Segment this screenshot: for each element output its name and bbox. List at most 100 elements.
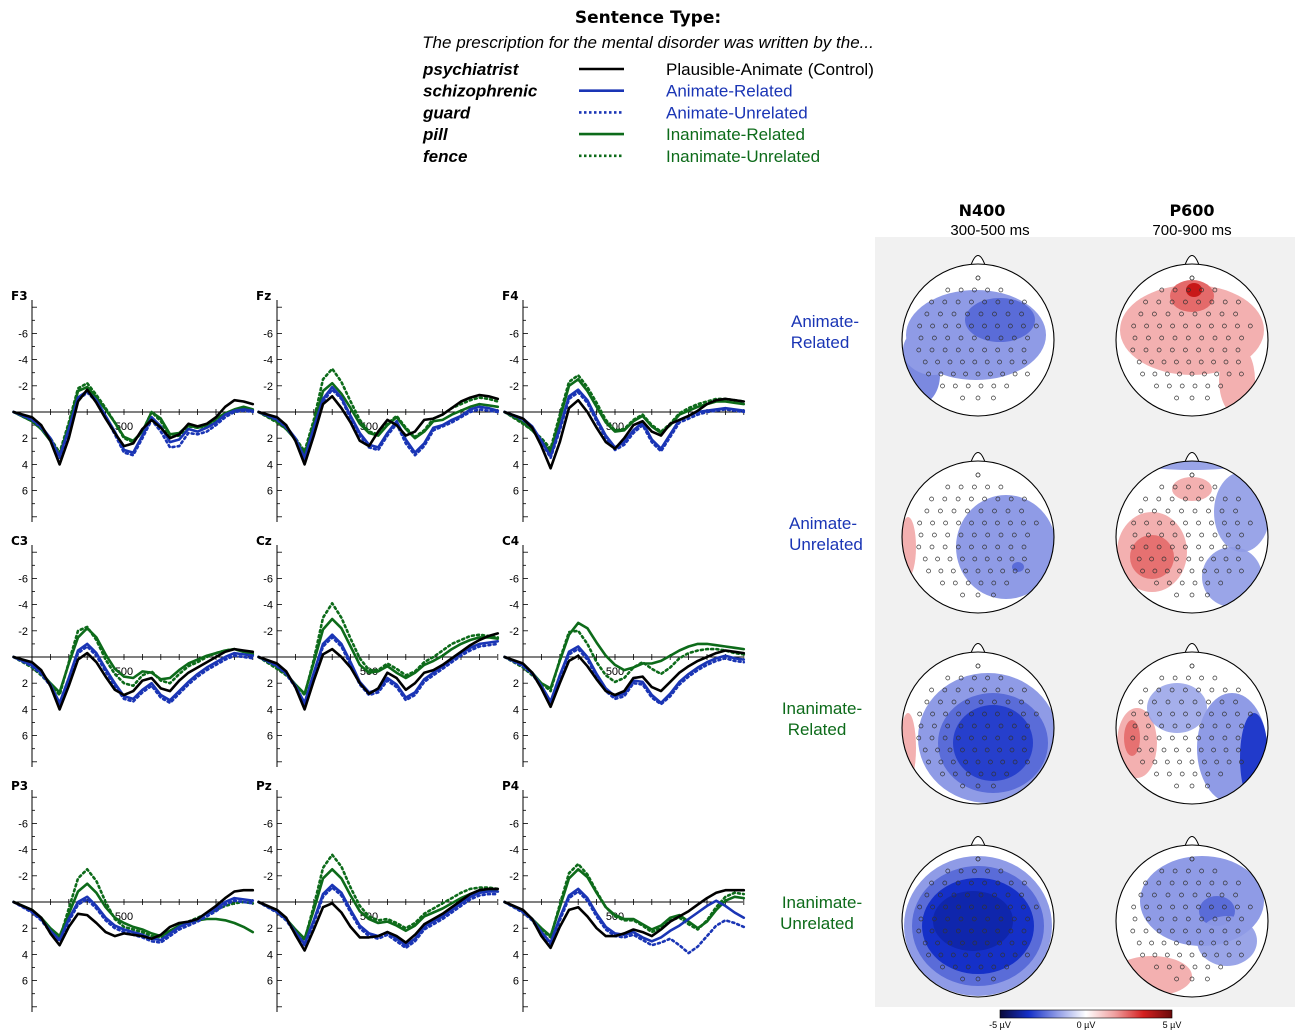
- electrode-marker: [963, 568, 968, 574]
- electrode-marker: [995, 520, 1000, 526]
- electrode-marker: [960, 395, 965, 401]
- electrode-marker: [1192, 964, 1198, 970]
- legend-word: fence: [423, 147, 467, 166]
- electrode-marker: [958, 484, 964, 490]
- y-tick-label: -4: [263, 845, 273, 857]
- electrode-marker: [1172, 532, 1178, 538]
- electrode-marker: [922, 747, 928, 753]
- electrode-marker: [978, 580, 984, 586]
- electrode-marker: [1165, 699, 1171, 705]
- electrode-marker: [1222, 687, 1228, 693]
- electrode-marker: [971, 916, 977, 922]
- electrode-marker: [1169, 347, 1175, 353]
- electrode-marker: [960, 592, 965, 598]
- electrode-marker: [1239, 371, 1244, 377]
- electrode-marker: [969, 496, 974, 502]
- electrode-marker: [1021, 711, 1026, 717]
- electrode-marker: [1005, 699, 1011, 705]
- electrode-marker: [956, 904, 961, 910]
- legend-word: guard: [422, 103, 471, 122]
- electrode-marker: [1226, 759, 1232, 765]
- electrode-marker: [1219, 508, 1225, 514]
- electrode-marker: [955, 496, 961, 502]
- activity-blob: [1124, 720, 1140, 756]
- electrode-marker: [1209, 904, 1214, 910]
- legend-item-animate-unrelated: guard Animate-Unrelated: [422, 103, 808, 122]
- y-tick-label: -4: [509, 355, 519, 367]
- electrode-marker: [1177, 568, 1182, 574]
- series-line: [12, 888, 255, 947]
- electrode-marker: [1025, 568, 1030, 574]
- electrode-marker: [938, 311, 943, 317]
- electrode-marker: [1143, 880, 1148, 886]
- electrode-marker: [958, 675, 964, 681]
- electrode-marker: [1022, 747, 1027, 753]
- electrode-marker: [1212, 484, 1218, 490]
- electrode-marker: [1011, 723, 1017, 729]
- electrode-marker: [1189, 856, 1195, 862]
- electrode-marker: [1012, 371, 1018, 377]
- electrode-marker: [955, 299, 961, 305]
- electrode-marker: [1212, 335, 1218, 341]
- electrode-marker: [1011, 916, 1017, 922]
- electrode-marker: [1140, 952, 1145, 958]
- electrode-marker: [1022, 940, 1027, 946]
- electrode-marker: [917, 904, 923, 910]
- y-tick-label: -2: [18, 626, 28, 638]
- electrode-marker: [988, 952, 993, 958]
- electrode-marker: [995, 711, 1000, 717]
- y-tick-label: 2: [513, 678, 519, 690]
- electrode-marker: [978, 771, 984, 777]
- topomap-col-n400: N400 300-500 ms: [950, 201, 1029, 239]
- electrode-marker: [942, 544, 948, 550]
- electrode-marker: [1186, 484, 1191, 490]
- electrode-marker: [955, 687, 961, 693]
- electrode-marker: [1019, 892, 1024, 898]
- electrode-marker: [988, 568, 993, 574]
- electrode-marker: [1212, 532, 1218, 538]
- electrode-marker: [1165, 892, 1171, 898]
- electrode-marker: [951, 508, 957, 514]
- electrode-marker: [1214, 568, 1220, 574]
- electrode-marker: [1159, 484, 1165, 490]
- electrode-marker: [1164, 759, 1170, 765]
- electrode-marker: [995, 880, 1001, 886]
- electrode-marker: [995, 904, 1000, 910]
- electrode-marker: [960, 783, 965, 789]
- electrode-marker: [1185, 532, 1191, 538]
- electrode-label: Fz: [256, 289, 271, 303]
- electrode-marker: [1233, 699, 1238, 705]
- y-tick-label: -2: [509, 626, 519, 638]
- electrode-marker: [1156, 880, 1162, 886]
- electrode-marker: [1033, 323, 1039, 329]
- head-outline: [901, 460, 1055, 614]
- electrode-marker: [1218, 580, 1224, 586]
- electrode-marker: [972, 940, 978, 946]
- electrode-marker: [1209, 880, 1215, 886]
- electrode-marker: [1214, 952, 1220, 958]
- electrode-marker: [1156, 735, 1162, 741]
- electrode-marker: [940, 580, 945, 586]
- electrode-marker: [1183, 711, 1188, 717]
- electrode-marker: [947, 747, 953, 753]
- y-tick-label: -4: [509, 845, 519, 857]
- electrode-marker: [938, 952, 944, 958]
- electrode-marker: [1196, 928, 1201, 934]
- electrode-marker: [1170, 904, 1175, 910]
- electrode-marker: [991, 783, 996, 789]
- y-tick-label: -4: [263, 600, 273, 612]
- electrode-marker: [1235, 735, 1241, 741]
- electrode-marker: [1222, 496, 1228, 502]
- electrode-marker: [969, 928, 974, 934]
- series-line: [257, 887, 500, 952]
- electrode-marker: [965, 383, 971, 389]
- electrode-marker: [1185, 335, 1191, 341]
- electrode-marker: [958, 723, 964, 729]
- electrode-marker: [1219, 311, 1225, 317]
- electrode-marker: [963, 952, 968, 958]
- electrodes: [1130, 663, 1253, 789]
- electrode-marker: [972, 484, 977, 490]
- electrode-marker: [1196, 544, 1201, 550]
- electrode-marker: [1209, 496, 1215, 502]
- electrode-marker: [942, 299, 948, 305]
